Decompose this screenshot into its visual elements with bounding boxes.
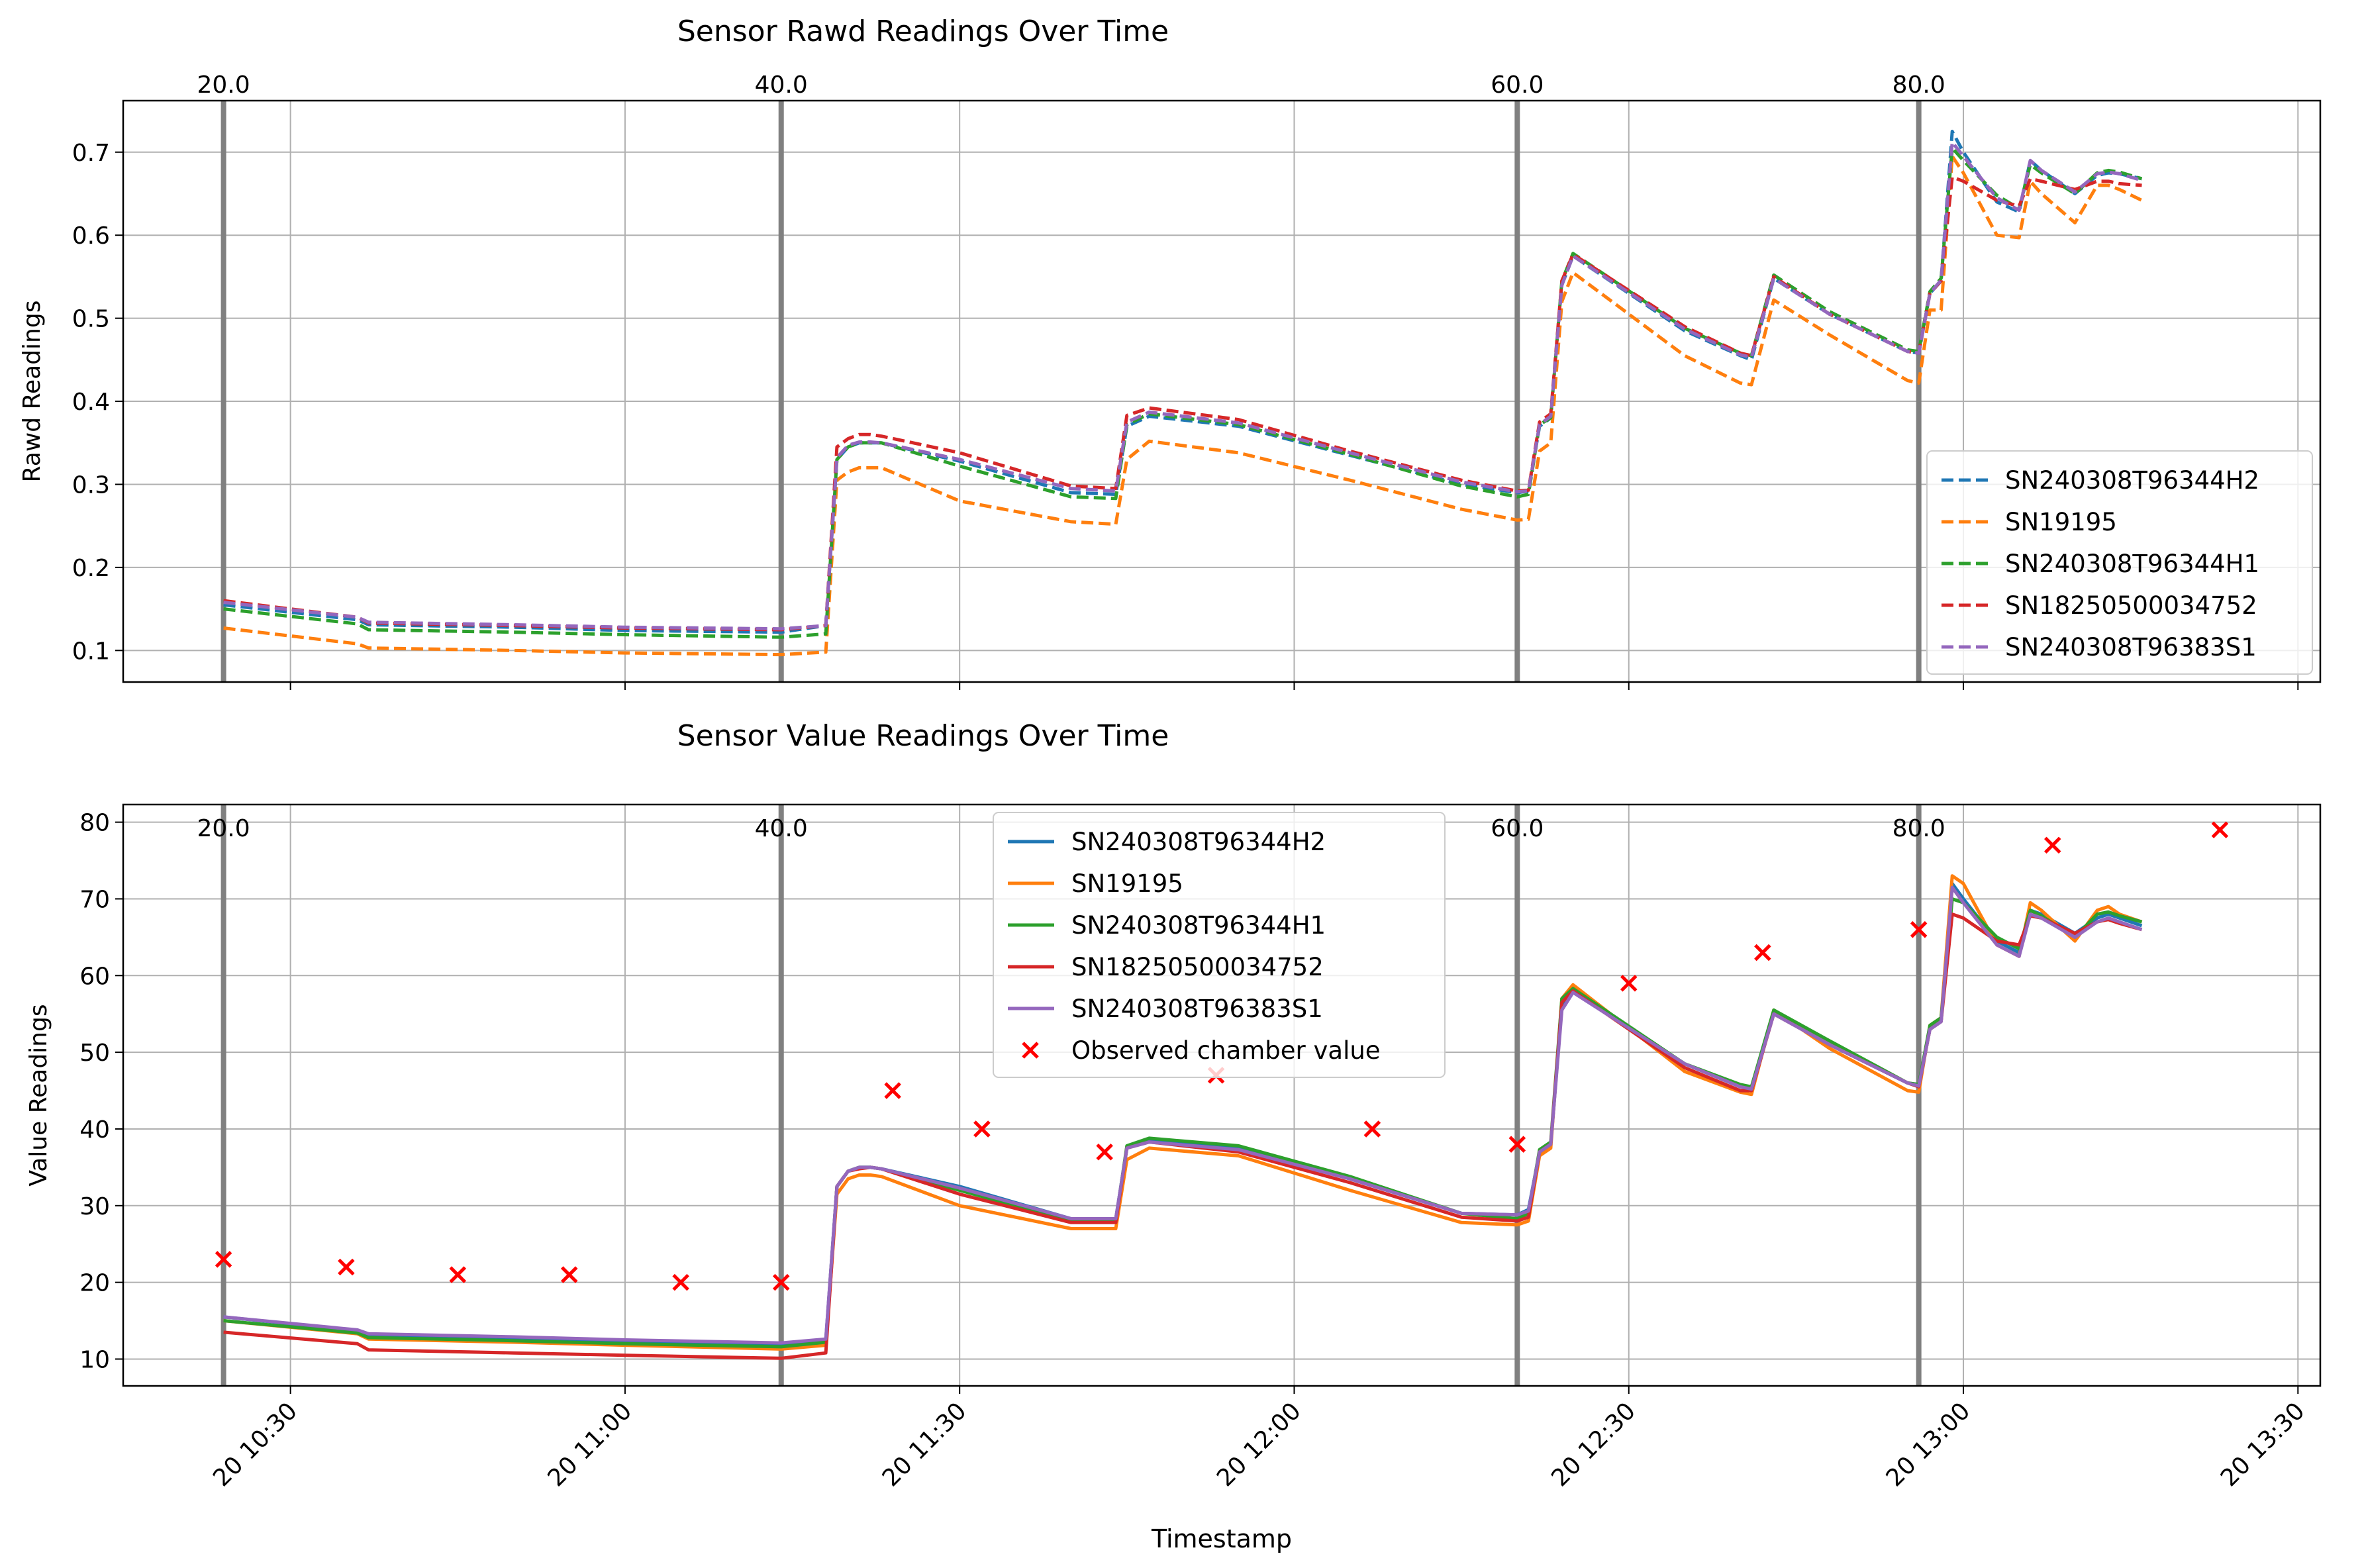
observed-point: [1508, 1136, 1526, 1153]
observed-point: [560, 1266, 578, 1283]
x-axis-label: Timestamp: [1151, 1524, 1292, 1553]
legend-label-sn240308t96344h2: SN240308T96344H2: [1071, 828, 1326, 856]
observed-point: [1363, 1120, 1381, 1138]
value-marker-lines: [221, 805, 1922, 1386]
legend-label-sn19195: SN19195: [1071, 869, 1183, 898]
marker-label: 80.0: [1893, 72, 1945, 99]
observed-point: [449, 1266, 467, 1283]
legend-label-sn19195: SN19195: [2005, 508, 2117, 536]
marker-label: 20.0: [197, 72, 250, 99]
rawd-chart-title: Sensor Rawd Readings Over Time: [677, 15, 1169, 48]
marker-label: 60.0: [1491, 815, 1544, 842]
y-tick-label: 70: [79, 886, 110, 913]
y-tick-label: 0.2: [72, 555, 110, 582]
rawd-marker-lines: [221, 101, 1922, 682]
value-y-ticks: 10 20 30 40 50 60 70 80: [79, 810, 123, 1373]
observed-point: [1754, 944, 1771, 961]
legend-box: [993, 812, 1446, 1078]
rawd-marker-labels: 20.0 40.0 60.0 80.0: [197, 72, 1945, 99]
legend-label-sn240308t96383s1: SN240308T96383S1: [1071, 995, 1323, 1023]
legend-label-sn18250500034752: SN18250500034752: [1071, 953, 1324, 981]
marker-label: 60.0: [1491, 72, 1544, 99]
observed-point: [1096, 1143, 1113, 1161]
y-tick-label: 50: [79, 1040, 110, 1067]
series-line-sn19195: [223, 154, 2143, 657]
y-tick-label: 0.7: [72, 140, 110, 167]
legend-label-sn240308t96344h1: SN240308T96344H1: [2005, 550, 2259, 578]
value-axes-frame: [122, 803, 2322, 1387]
y-tick-label: 0.1: [72, 638, 110, 665]
observed-point: [973, 1120, 991, 1138]
y-tick-label: 0.3: [72, 471, 110, 499]
rawd-x-ticks: [289, 682, 2299, 690]
observed-point: [1620, 975, 1638, 992]
legend-label-sn240308t96344h2: SN240308T96344H2: [2005, 466, 2259, 495]
value-chart-title: Sensor Value Readings Over Time: [677, 719, 1169, 753]
legend-label-sn240308t96344h1: SN240308T96344H1: [1071, 911, 1326, 940]
marker-label: 80.0: [1893, 815, 1945, 842]
y-tick-label: 0.6: [72, 222, 110, 250]
observed-point: [884, 1082, 901, 1099]
series-line-sn240308t96383s1: [223, 885, 2143, 1345]
legend-swatch-observed-chamber-value: [1022, 1042, 1039, 1059]
observed-point: [1910, 921, 1928, 938]
observed-point: [2044, 836, 2061, 854]
rawd-y-ticks: 0.1 0.2 0.3 0.4 0.5 0.6 0.7: [72, 140, 123, 665]
series-line-sn240308t96383s1: [223, 140, 2143, 631]
y-tick-label: 0.4: [72, 389, 110, 416]
observed-point: [338, 1258, 355, 1276]
marker-label: 40.0: [755, 815, 808, 842]
marker-label: 20.0: [197, 815, 250, 842]
y-tick-label: 60: [79, 963, 110, 990]
legend-label-sn240308t96383s1: SN240308T96383S1: [2005, 633, 2257, 662]
rawd-legend: SN240308T96344H2 SN19195 SN240308T96344H1 S…: [1926, 450, 2313, 675]
marker-label: 40.0: [755, 72, 808, 99]
legend-box: [1926, 450, 2313, 675]
y-tick-label: 40: [79, 1116, 110, 1144]
y-tick-label: 0.5: [72, 306, 110, 333]
rawd-y-axis-label: Rawd Readings: [19, 301, 46, 483]
observed-point: [672, 1273, 689, 1291]
y-tick-label: 80: [79, 810, 110, 837]
rawd-axes-frame: [122, 99, 2322, 683]
observed-point: [215, 1251, 232, 1268]
y-tick-label: 20: [79, 1270, 110, 1297]
observed-point: [2211, 821, 2229, 838]
y-tick-label: 30: [79, 1193, 110, 1220]
value-marker-labels: 20.0 40.0 60.0 80.0: [197, 815, 1945, 842]
value-y-axis-label: Value Readings: [25, 1004, 52, 1186]
value-series: [223, 874, 2143, 1360]
y-tick-label: 10: [79, 1346, 110, 1373]
legend-label-sn18250500034752: SN18250500034752: [2005, 591, 2257, 620]
legend-label-observed-chamber-value: Observed chamber value: [1071, 1036, 1381, 1065]
observed-point: [772, 1273, 790, 1291]
rawd-panel: Sensor Rawd Readings Over Time 0.1 0.2 0.3…: [19, 15, 2322, 690]
rawd-series: [223, 129, 2143, 657]
value-legend: SN240308T96344H2 SN19195 SN240308T96344H1 S…: [993, 812, 1446, 1078]
